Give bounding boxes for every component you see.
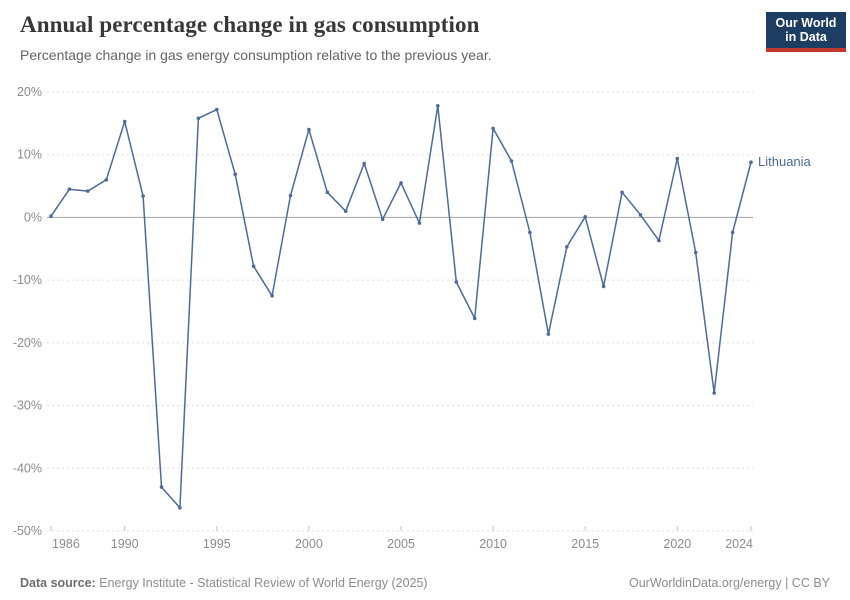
chart-header: Annual percentage change in gas consumpt…: [20, 12, 830, 63]
owid-logo-line2: in Data: [785, 30, 827, 44]
data-point[interactable]: [528, 230, 532, 235]
data-point[interactable]: [215, 107, 219, 112]
data-point[interactable]: [122, 119, 127, 124]
data-source-text: Energy Institute - Statistical Review of…: [95, 576, 428, 590]
data-point[interactable]: [49, 214, 53, 218]
data-line-lithuania[interactable]: [50, 105, 752, 509]
line-chart[interactable]: 20% 10% 0% -10% -20% -30% -40% -50% 1986 1990 1995…: [0, 85, 850, 580]
data-point[interactable]: [67, 187, 72, 191]
data-point[interactable]: [233, 172, 237, 176]
data-source-label: Data source:: [20, 576, 96, 590]
x-tick-label: 2024: [725, 537, 753, 551]
x-tick-label: 2010: [479, 537, 507, 551]
data-point[interactable]: [325, 190, 330, 195]
data-point[interactable]: [638, 213, 643, 217]
y-tick-label: -40%: [13, 461, 42, 475]
data-point[interactable]: [472, 316, 477, 321]
data-point[interactable]: [380, 217, 385, 222]
owid-link[interactable]: OurWorldinData.org/energy | CC BY: [628, 576, 830, 590]
data-point[interactable]: [178, 506, 182, 510]
data-point[interactable]: [399, 181, 403, 185]
data-point[interactable]: [86, 189, 90, 193]
chart-footer: Data source: Energy Institute - Statisti…: [20, 576, 830, 590]
chart-subtitle: Percentage change in gas energy consumpt…: [20, 47, 492, 63]
data-point[interactable]: [546, 332, 551, 336]
data-point[interactable]: [251, 264, 256, 269]
data-point[interactable]: [620, 190, 624, 195]
data-point[interactable]: [657, 238, 661, 243]
data-point[interactable]: [509, 159, 514, 163]
y-tick-label: -30%: [13, 399, 42, 413]
data-point[interactable]: [307, 127, 311, 132]
y-tick-label: 20%: [17, 85, 42, 99]
data-point[interactable]: [270, 294, 274, 298]
y-tick-label: 10%: [17, 148, 42, 162]
data-point[interactable]: [288, 193, 293, 198]
data-point[interactable]: [712, 391, 716, 395]
y-tick-label: -10%: [13, 273, 42, 287]
x-tick-label: 2000: [295, 537, 323, 551]
x-tick-label: 2015: [571, 537, 599, 551]
data-point[interactable]: [565, 245, 569, 249]
y-tick-label: -20%: [13, 336, 42, 350]
chart-title: Annual percentage change in gas consumpt…: [20, 12, 480, 37]
data-point[interactable]: [601, 284, 606, 289]
y-tick-label: -50%: [13, 524, 42, 538]
data-point[interactable]: [693, 250, 698, 255]
owid-logo-line1: Our World: [775, 15, 837, 30]
data-point[interactable]: [675, 156, 680, 161]
series-label[interactable]: Lithuania: [758, 154, 812, 169]
data-point[interactable]: [730, 230, 735, 235]
y-tick-label: 0%: [24, 210, 42, 224]
data-point[interactable]: [436, 104, 440, 108]
data-point[interactable]: [141, 194, 145, 198]
data-point[interactable]: [454, 280, 459, 284]
data-point[interactable]: [583, 215, 587, 219]
x-tick-label: 2020: [663, 537, 691, 551]
x-tick-label: 2005: [387, 537, 415, 551]
data-point[interactable]: [196, 116, 201, 121]
data-point[interactable]: [104, 178, 109, 182]
data-point[interactable]: [159, 485, 164, 489]
data-point[interactable]: [343, 209, 348, 213]
data-point[interactable]: [491, 126, 495, 131]
data-point[interactable]: [749, 160, 753, 164]
data-point[interactable]: [417, 221, 422, 225]
owid-logo[interactable]: Our World in Data: [766, 12, 846, 52]
x-tick-label: 1986: [52, 537, 80, 551]
data-source: Data source: Energy Institute - Statisti…: [20, 576, 428, 590]
x-tick-label: 1995: [203, 537, 231, 551]
line-chart-svg: 20% 10% 0% -10% -20% -30% -40% -50% 1986 1990 1995…: [13, 85, 812, 551]
x-tick-label: 1990: [111, 537, 139, 551]
data-point[interactable]: [362, 161, 367, 166]
